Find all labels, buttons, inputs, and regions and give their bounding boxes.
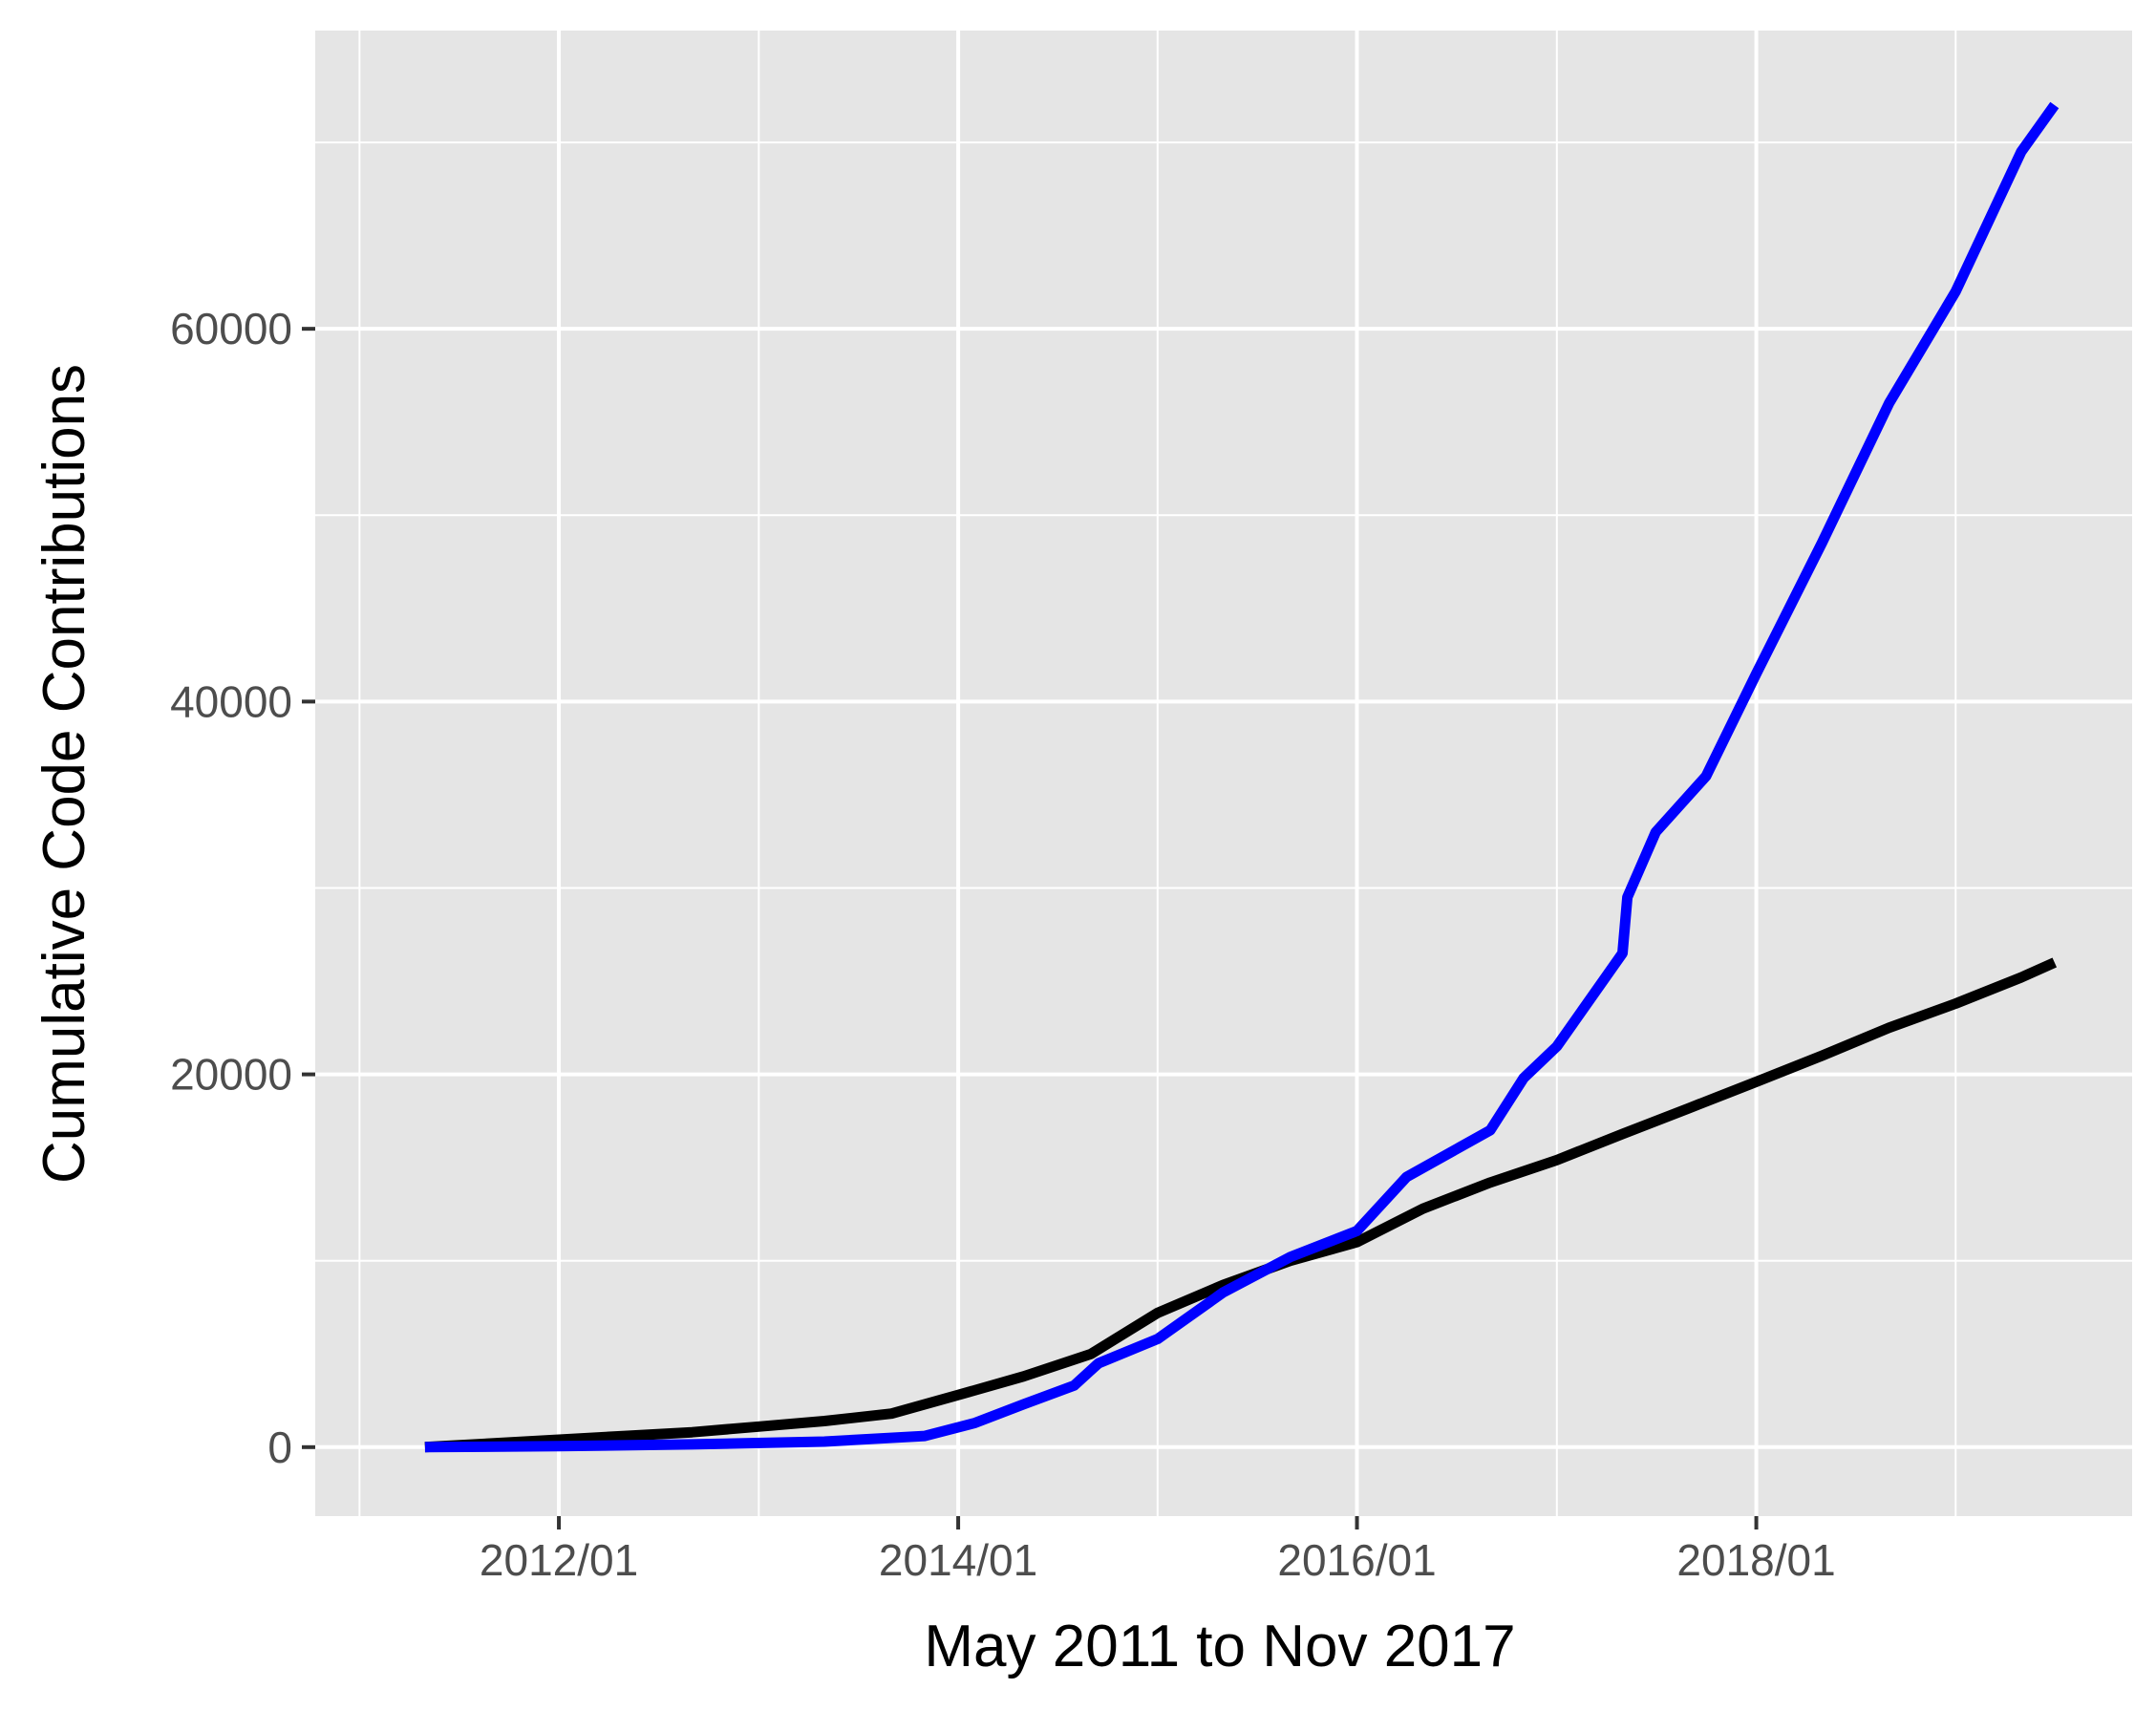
series-line-2 <box>424 101 2060 1453</box>
x-axis-title: May 2011 to Nov 2017 <box>924 1614 1515 1679</box>
y-tick-label: 20000 <box>170 1050 292 1100</box>
x-tick-label: 2016/01 <box>1277 1535 1436 1585</box>
series-layer <box>424 101 2060 1453</box>
axis-ticks <box>302 327 1759 1529</box>
x-tick-label: 2014/01 <box>879 1535 1037 1585</box>
plot-panel <box>315 31 2132 1516</box>
tick-labels: 2012/01 2014/01 2016/01 2018/01 0 20000 40000 6… <box>170 304 1836 1585</box>
x-tick-label: 2012/01 <box>480 1535 638 1585</box>
x-tick-label: 2018/01 <box>1676 1535 1835 1585</box>
y-tick-label: 40000 <box>170 676 292 726</box>
major-gridlines <box>315 31 2132 1516</box>
y-tick-label: 60000 <box>170 304 292 353</box>
y-tick-label: 0 <box>267 1422 292 1472</box>
minor-gridlines <box>315 31 2132 1516</box>
y-axis-title: Cumulative Code Contributions <box>32 364 97 1184</box>
